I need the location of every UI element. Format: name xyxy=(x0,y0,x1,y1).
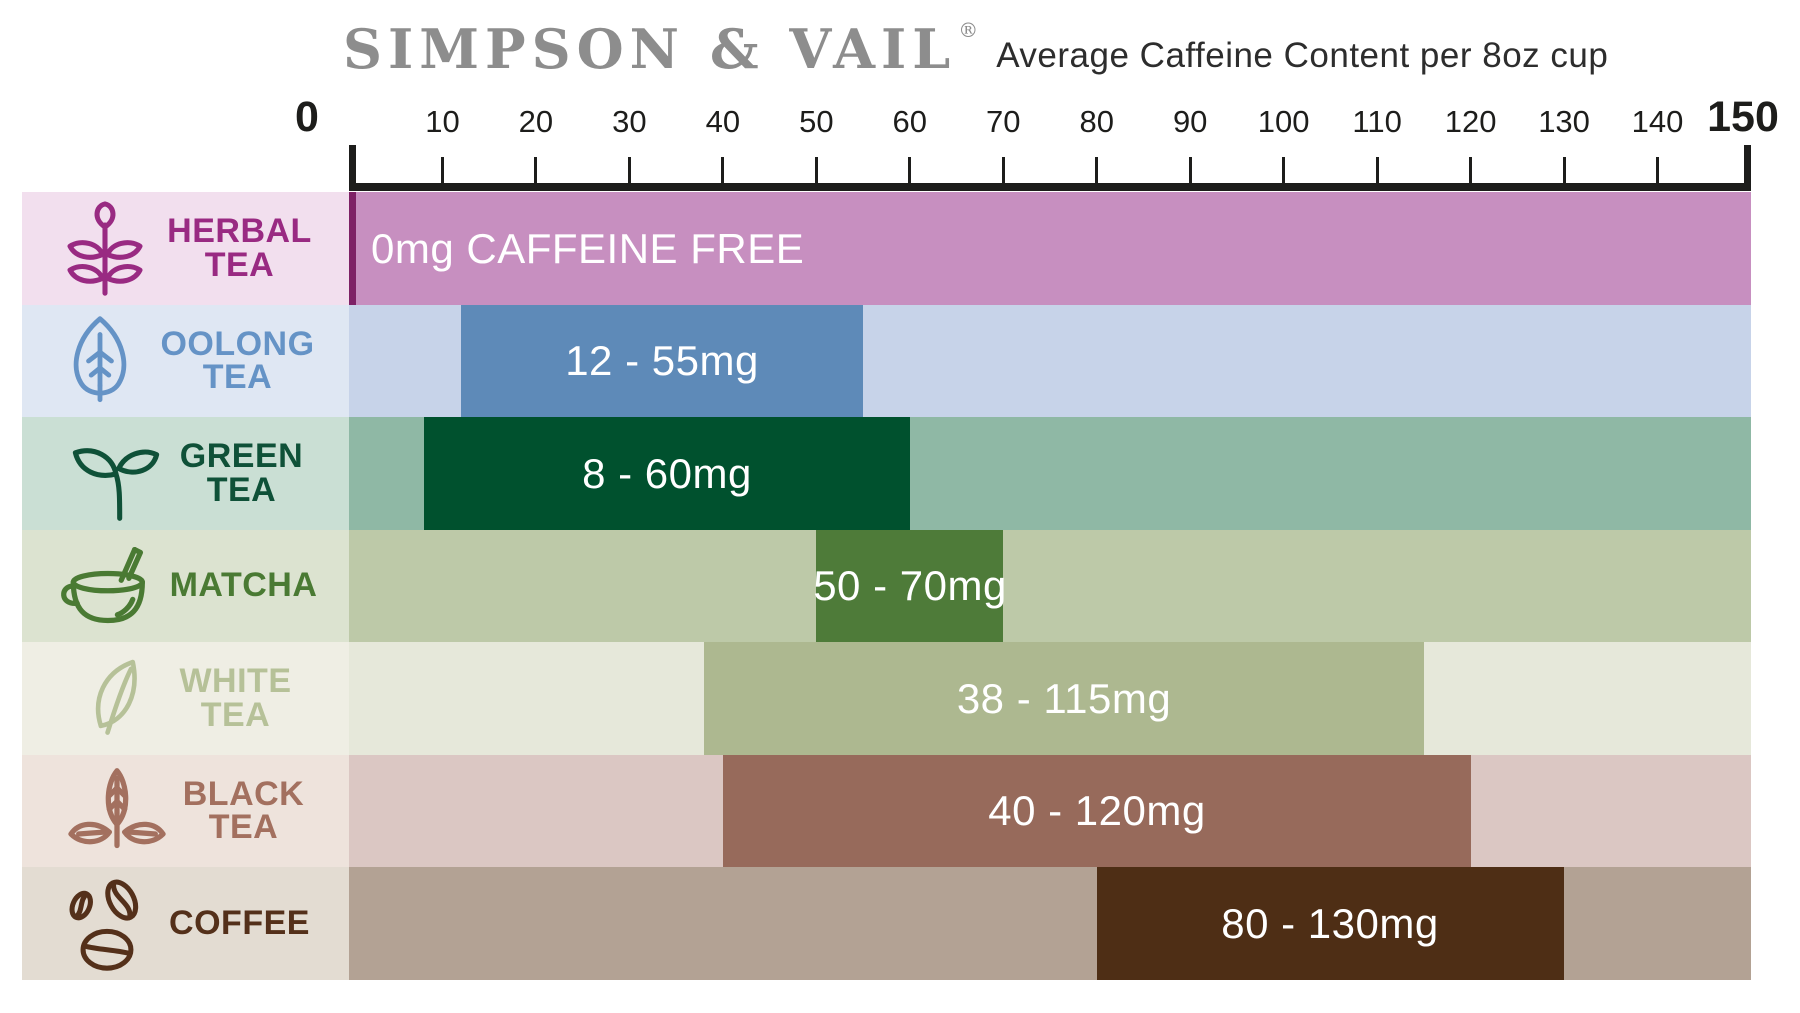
axis-tick xyxy=(721,157,725,183)
coffee-icon xyxy=(61,874,153,974)
row-label: COFFEE xyxy=(169,903,310,942)
row-label: WHITE TEA xyxy=(179,662,292,734)
axis-tick xyxy=(1469,157,1473,183)
axis-tick-label: 100 xyxy=(1257,104,1310,139)
row-label: OOLONG TEA xyxy=(160,324,315,396)
axis-tick-label: 80 xyxy=(1079,104,1114,139)
row-matcha: MATCHA 50 - 70mg xyxy=(0,530,1800,642)
row-black-tea: BLACK TEA 40 - 120mg xyxy=(0,755,1800,867)
axis-tick-label: 30 xyxy=(612,104,647,139)
brand-title: SIMPSON & VAIL xyxy=(343,17,957,81)
axis-tick-label: 50 xyxy=(799,104,834,139)
herbal-tea-icon xyxy=(59,200,151,297)
axis-baseline xyxy=(349,183,1751,191)
row-label: BLACK TEA xyxy=(182,774,305,846)
axis-tick xyxy=(1656,157,1660,183)
white-tea-icon xyxy=(79,651,163,747)
axis-tick-label: 60 xyxy=(892,104,928,139)
oolong-tea-icon xyxy=(56,313,144,409)
axis-tick-label: 120 xyxy=(1444,104,1497,139)
row-label: HERBAL TEA xyxy=(167,212,312,284)
row-bar xyxy=(1097,867,1564,980)
row-label-cell: COFFEE xyxy=(22,867,349,980)
axis-tick xyxy=(1562,157,1566,183)
row-track xyxy=(349,530,1751,642)
row-bar xyxy=(704,642,1424,755)
axis-tick-label: 10 xyxy=(425,104,460,139)
matcha-icon xyxy=(54,540,154,632)
row-label-cell: OOLONG TEA xyxy=(22,305,349,417)
bar-value-label: 50 - 70mg xyxy=(813,562,1007,609)
axis-tick-label: 20 xyxy=(518,104,554,139)
bar-value-label: 40 - 120mg xyxy=(988,787,1206,834)
zero-marker xyxy=(349,192,356,305)
bar-value-label: 0mg CAFFEINE FREE xyxy=(371,224,805,272)
row-herbal-tea: HERBAL TEA 0mg CAFFEINE FREE xyxy=(0,192,1800,305)
chart-subtitle: Average Caffeine Content per 8oz cup xyxy=(996,36,1609,75)
row-bar xyxy=(816,530,1003,642)
row-oolong-tea: OOLONG TEA 12 - 55mg xyxy=(0,305,1800,417)
axis-tick-label: 150 xyxy=(1707,93,1779,141)
black-tea-icon xyxy=(67,765,167,857)
row-white-tea: WHITE TEA 38 - 115mg xyxy=(0,642,1800,755)
axis-tick xyxy=(1282,157,1286,183)
row-label: MATCHA xyxy=(169,566,318,605)
axis-tick xyxy=(1744,145,1751,183)
green-tea-icon xyxy=(68,426,164,522)
axis-tick xyxy=(349,145,356,183)
row-bar xyxy=(723,755,1471,867)
axis-tick-label: 140 xyxy=(1631,104,1684,139)
row-label-cell: HERBAL TEA xyxy=(22,192,349,305)
axis-tick-label: 70 xyxy=(986,104,1021,139)
axis-tick-label: 130 xyxy=(1538,104,1590,139)
axis-tick xyxy=(1001,157,1005,183)
axis-tick-label: 0 xyxy=(295,93,319,141)
bar-value-label: 80 - 130mg xyxy=(1221,899,1439,947)
row-coffee: COFFEE 80 - 130mg xyxy=(0,867,1800,980)
bar-value-label: 8 - 60mg xyxy=(582,449,752,497)
axis-tick-label: 110 xyxy=(1352,104,1402,139)
axis-tick xyxy=(1095,157,1099,183)
row-bar xyxy=(424,417,910,530)
bar-value-label: 38 - 115mg xyxy=(956,674,1172,722)
axis-tick-label: 40 xyxy=(705,104,741,139)
row-label-cell: GREEN TEA xyxy=(22,417,349,530)
row-track xyxy=(349,192,1751,305)
chart-header: SIMPSON & VAIL ® Average Caffeine Conten… xyxy=(343,17,1609,81)
axis-tick xyxy=(908,157,912,183)
axis-tick-label: 90 xyxy=(1172,104,1208,139)
bar-value-label: 12 - 55mg xyxy=(565,337,759,384)
row-bar xyxy=(461,305,863,417)
axis-tick xyxy=(1375,157,1379,183)
row-label-cell: BLACK TEA xyxy=(22,755,349,867)
axis-tick xyxy=(534,157,538,183)
row-label-cell: MATCHA xyxy=(22,530,349,642)
axis-tick xyxy=(814,157,818,183)
axis-tick xyxy=(1188,157,1192,183)
registered-mark-icon: ® xyxy=(958,18,979,42)
row-label: GREEN TEA xyxy=(179,437,304,509)
axis-tick xyxy=(627,157,631,183)
axis-tick xyxy=(440,157,444,183)
row-green-tea: GREEN TEA 8 - 60mg xyxy=(0,417,1800,530)
row-label-cell: WHITE TEA xyxy=(22,642,349,755)
